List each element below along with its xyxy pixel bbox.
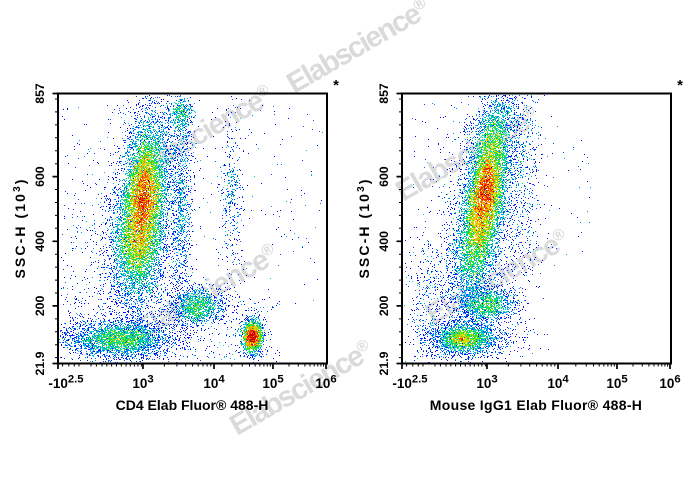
svg-text:*: *	[333, 77, 339, 94]
svg-text:104: 104	[547, 374, 569, 392]
svg-text:200: 200	[377, 295, 391, 316]
svg-text:400: 400	[377, 231, 391, 252]
svg-text:Elabscience®: Elabscience®	[225, 334, 379, 442]
svg-text:-102.5: -102.5	[48, 374, 83, 392]
svg-text:103: 103	[476, 374, 497, 392]
svg-text:857: 857	[33, 83, 47, 104]
svg-text:105: 105	[606, 374, 627, 392]
svg-text:Mouse IgG1 Elab Fluor® 488-H: Mouse IgG1 Elab Fluor® 488-H	[430, 397, 642, 413]
svg-text:600: 600	[377, 166, 391, 187]
svg-text:106: 106	[659, 374, 680, 392]
svg-text:104: 104	[203, 374, 225, 392]
svg-text:21.9: 21.9	[33, 351, 47, 375]
svg-text:SSC-H (103): SSC-H (103)	[12, 177, 28, 278]
svg-text:400: 400	[33, 231, 47, 252]
svg-text:SSC-H (103): SSC-H (103)	[356, 177, 372, 278]
svg-text:21.9: 21.9	[377, 351, 391, 375]
svg-text:Elabscience®: Elabscience®	[282, 0, 436, 100]
svg-text:CD4 Elab Fluor® 488-H: CD4 Elab Fluor® 488-H	[116, 397, 269, 413]
svg-text:600: 600	[33, 166, 47, 187]
svg-text:857: 857	[377, 83, 391, 104]
svg-text:*: *	[677, 77, 683, 94]
svg-text:103: 103	[132, 374, 153, 392]
svg-text:200: 200	[33, 295, 47, 316]
svg-text:-102.5: -102.5	[392, 374, 427, 392]
